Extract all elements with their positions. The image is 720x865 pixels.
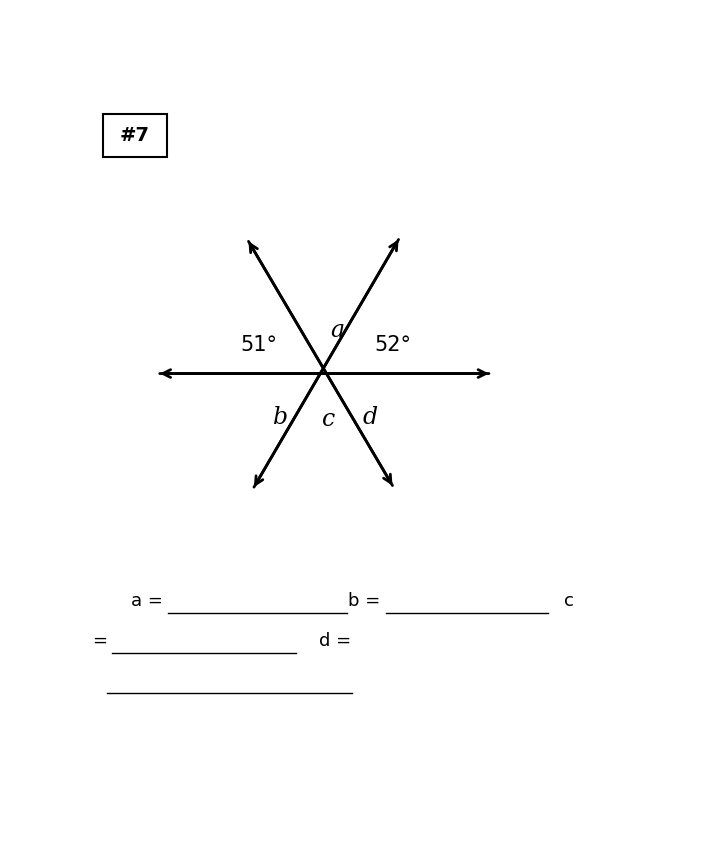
Text: d: d <box>362 406 377 428</box>
Text: d =: d = <box>319 632 351 650</box>
Text: 51°: 51° <box>240 335 277 355</box>
Text: 52°: 52° <box>374 335 412 355</box>
FancyBboxPatch shape <box>103 114 167 157</box>
Text: b: b <box>273 406 288 428</box>
Text: =: = <box>91 632 107 650</box>
Text: c: c <box>322 408 336 431</box>
Text: b =: b = <box>348 592 380 610</box>
Text: c: c <box>564 592 574 610</box>
Text: a: a <box>330 318 344 342</box>
Text: #7: #7 <box>120 126 150 145</box>
Text: a =: a = <box>130 592 163 610</box>
